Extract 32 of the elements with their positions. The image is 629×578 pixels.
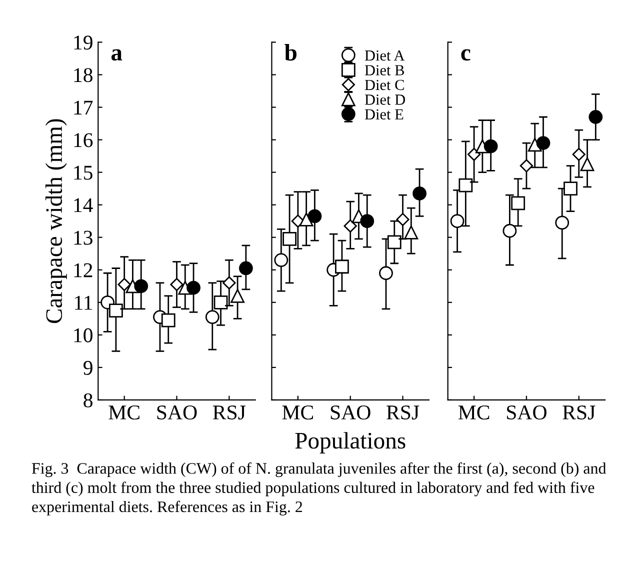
x-tick-label: MC [458, 406, 490, 420]
x-axis-title: Populations [295, 432, 406, 454]
x-tick-label: MC [108, 406, 140, 420]
x-tick-label: RSJ [212, 406, 246, 420]
y-tick-label: 16 [74, 133, 93, 148]
y-tick-label: 18 [74, 68, 92, 82]
y-tick-label: 10 [74, 328, 92, 342]
x-tick-label: MC [282, 406, 313, 420]
x-tick-label: SAO [157, 406, 197, 420]
x-tick-label: SAO [507, 406, 546, 420]
caption: Fig. 3 Carapace width (CW) of of N. granulata juveniles after the first (a), second (b) and third (c) molt from the three studied populations cultured in laboratory and fed with five experimental diets. References as in Fig. 2 [32, 462, 606, 516]
legend-label: Diet E [364, 109, 404, 120]
y-tick-label: 14 [74, 198, 93, 212]
x-tick-label: RSJ [386, 406, 420, 420]
legend-label: Diet B [364, 65, 404, 76]
chart-title: c [461, 49, 470, 61]
y-tick-label: 8 [84, 393, 92, 408]
y-axis-title: Carapace width (mm) [45, 119, 67, 324]
legend-label: Diet C [364, 80, 404, 90]
chart-title: a [111, 49, 122, 61]
chart-title: b [284, 44, 296, 61]
y-tick-label: 9 [84, 360, 92, 375]
y-tick-label: 17 [74, 100, 93, 114]
y-tick-label: 13 [74, 230, 92, 245]
x-tick-label: SAO [330, 406, 370, 420]
legend-label: Diet A [364, 50, 405, 61]
y-tick-label: 11 [75, 296, 92, 310]
y-tick-label: 15 [74, 166, 92, 180]
x-tick-label: RSJ [562, 406, 596, 420]
y-tick-label: 19 [74, 36, 92, 50]
y-tick-label: 12 [74, 263, 92, 278]
legend-label: Diet D [364, 94, 405, 105]
